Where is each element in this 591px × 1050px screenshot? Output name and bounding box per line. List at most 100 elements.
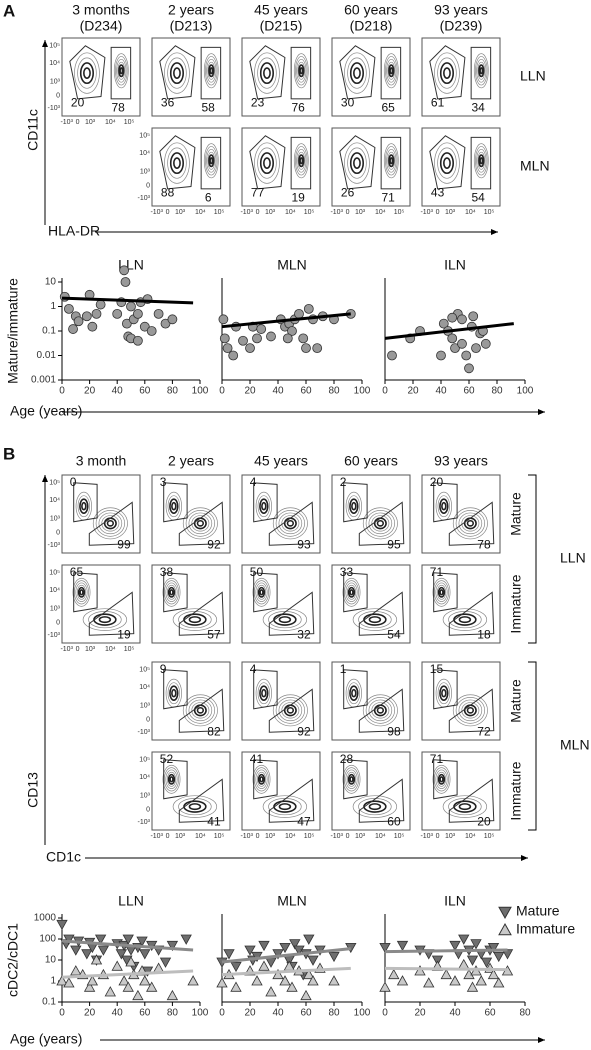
x-tick-label: 10⁵ bbox=[214, 833, 225, 840]
point bbox=[282, 333, 293, 344]
gate-percent: 34 bbox=[471, 100, 485, 114]
contour bbox=[162, 577, 181, 607]
contour bbox=[164, 142, 190, 184]
point bbox=[307, 955, 319, 966]
gate-percent: 4 bbox=[250, 475, 257, 489]
x-tick-label: 10⁴ bbox=[195, 209, 206, 216]
gate bbox=[268, 501, 315, 546]
contour bbox=[262, 795, 308, 818]
x-tick-label: 10⁵ bbox=[124, 119, 135, 126]
contour bbox=[455, 510, 486, 537]
gate-percent: 18 bbox=[477, 627, 491, 641]
contour bbox=[293, 53, 309, 89]
contour bbox=[206, 58, 217, 83]
y-axis-label: Mature/immature bbox=[5, 278, 21, 384]
point bbox=[279, 942, 291, 954]
contour bbox=[347, 495, 361, 518]
tissue-label: LLN bbox=[560, 550, 586, 566]
x-tick-label: 60 bbox=[484, 1008, 496, 1019]
point bbox=[471, 343, 481, 354]
contour bbox=[196, 706, 205, 714]
row-label: Mature bbox=[508, 492, 524, 536]
contour bbox=[439, 685, 449, 702]
gate-percent: 41 bbox=[250, 752, 264, 766]
contour bbox=[119, 67, 124, 75]
gate-percent: 78 bbox=[477, 537, 491, 551]
point bbox=[122, 934, 134, 945]
trend-line bbox=[384, 966, 508, 972]
contour bbox=[188, 616, 202, 624]
x-tick-label: 60 bbox=[139, 386, 151, 397]
contour bbox=[255, 582, 268, 603]
contour bbox=[299, 157, 304, 165]
contour bbox=[344, 767, 360, 792]
contour bbox=[272, 694, 308, 727]
contour bbox=[262, 608, 308, 631]
point bbox=[379, 981, 391, 992]
x-tick-label: 100 bbox=[517, 386, 534, 397]
contour bbox=[252, 764, 271, 794]
y-tick-label: 100 bbox=[39, 934, 56, 945]
trend-line bbox=[384, 948, 508, 954]
bracket bbox=[528, 661, 537, 831]
contour bbox=[178, 798, 212, 816]
gate-percent: 33 bbox=[340, 565, 354, 579]
contour bbox=[254, 142, 280, 184]
contour bbox=[475, 56, 488, 86]
row-label: MLN bbox=[520, 158, 550, 174]
contour bbox=[298, 154, 305, 168]
point bbox=[450, 343, 460, 354]
contour bbox=[77, 586, 86, 598]
plot-frame bbox=[421, 37, 501, 117]
point bbox=[222, 343, 233, 354]
contour bbox=[254, 52, 280, 94]
gate bbox=[249, 135, 286, 190]
point bbox=[86, 975, 99, 986]
contour bbox=[296, 148, 307, 173]
y-tick-label: 10⁵ bbox=[49, 43, 60, 50]
contour bbox=[259, 589, 264, 596]
plot-frame bbox=[331, 751, 411, 831]
contour bbox=[259, 152, 275, 175]
column-label: 2 years bbox=[168, 453, 214, 469]
contour bbox=[106, 519, 115, 527]
contour bbox=[347, 586, 356, 598]
x-tick-label: 80 bbox=[491, 386, 503, 397]
point bbox=[300, 989, 312, 1001]
gate bbox=[253, 759, 278, 800]
y-tick-label: 0 bbox=[146, 717, 150, 724]
contour bbox=[164, 52, 190, 94]
contour bbox=[278, 512, 303, 535]
point bbox=[146, 326, 157, 336]
contour bbox=[458, 803, 472, 811]
contour bbox=[118, 64, 125, 78]
contour bbox=[439, 62, 455, 85]
gate bbox=[159, 45, 196, 100]
contour bbox=[443, 67, 451, 79]
gate-percent: 65 bbox=[70, 565, 84, 579]
contour bbox=[434, 767, 450, 792]
gate-percent: 43 bbox=[431, 186, 445, 200]
point bbox=[493, 951, 505, 963]
point bbox=[68, 324, 78, 334]
point bbox=[160, 318, 171, 329]
gate bbox=[268, 778, 315, 823]
contour bbox=[257, 773, 266, 785]
gate bbox=[253, 572, 278, 613]
x-tick-label: 10⁴ bbox=[465, 833, 476, 840]
gate bbox=[69, 45, 106, 100]
contour bbox=[434, 52, 460, 94]
point bbox=[230, 981, 242, 992]
gate bbox=[73, 572, 98, 613]
x-tick-label: 0 bbox=[166, 833, 170, 840]
point bbox=[219, 333, 230, 344]
point bbox=[303, 968, 315, 980]
contour bbox=[362, 694, 398, 727]
contour bbox=[268, 611, 302, 629]
y-tick-label: 10 bbox=[45, 277, 57, 288]
point bbox=[132, 308, 143, 319]
contour bbox=[458, 512, 483, 535]
gate-percent: 58 bbox=[201, 100, 215, 114]
gate bbox=[200, 46, 222, 100]
gate bbox=[268, 688, 315, 733]
